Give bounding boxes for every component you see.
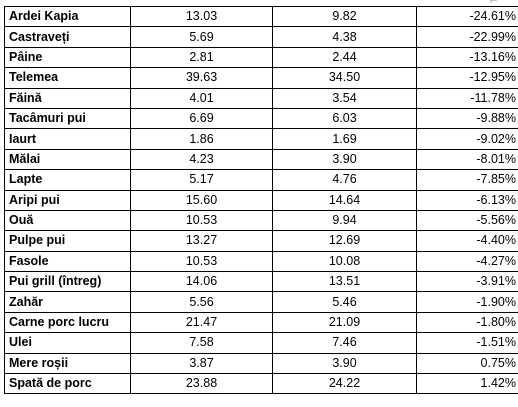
product-name-cell: Iaurt [4, 128, 131, 150]
table-row: Pâine 2.81 2.44 -13.16% [4, 46, 518, 69]
product-name-cell: Tacâmuri pui [4, 107, 131, 130]
table-row: Tacâmuri pui 6.69 6.03 -9.88% [4, 107, 518, 130]
product-name-cell: Castraveți [4, 26, 131, 48]
table-row: Pui grill (întreg) 14.06 13.51 -3.91% [4, 271, 518, 293]
percent-change-cell: -22.99% [416, 26, 518, 48]
price-old-cell: 15.60 [130, 189, 273, 211]
price-old-cell: 4.01 [130, 87, 273, 109]
product-name-cell: Ardei Kapia [4, 5, 131, 28]
price-new-cell: 3.90 [272, 148, 417, 171]
price-old-cell: 10.53 [130, 250, 273, 273]
price-old-cell: 21.47 [130, 311, 273, 334]
percent-change-cell: -6.13% [416, 189, 518, 211]
table-row: Castraveți 5.69 4.38 -22.99% [4, 26, 518, 48]
percent-change-cell: 0.75% [416, 352, 518, 375]
price-new-cell: 10.08 [272, 250, 417, 273]
percent-change-cell: -13.16% [416, 46, 518, 69]
price-old-cell: 14.06 [130, 271, 273, 293]
table-row: Spată de porc 23.88 24.22 1.42% [4, 373, 518, 395]
table-row: Aripi pui 15.60 14.64 -6.13% [4, 189, 518, 211]
price-new-cell: 1.69 [272, 128, 417, 150]
table-row: Carne porc lucru 21.47 21.09 -1.80% [4, 311, 518, 334]
percent-change-cell: -24.61% [416, 5, 518, 28]
price-new-cell: 12.69 [272, 230, 417, 252]
product-name-cell: Ouă [4, 209, 131, 232]
price-new-cell: 34.50 [272, 67, 417, 89]
price-table: Ardei Kapia 13.03 9.82 -24.61% Castraveți 5.6… [4, 5, 518, 395]
percent-change-cell: -1.90% [416, 291, 518, 313]
price-new-cell: 6.03 [272, 107, 417, 130]
table-row: Lapte 5.17 4.76 -7.85% [4, 169, 518, 191]
price-new-cell: 4.38 [272, 26, 417, 48]
percent-change-cell: -1.51% [416, 332, 518, 354]
product-name-cell: Ulei [4, 332, 131, 354]
price-old-cell: 3.87 [130, 352, 273, 375]
table-row: Mere roșii 3.87 3.90 0.75% [4, 352, 518, 375]
price-old-cell: 5.17 [130, 169, 273, 191]
price-old-cell: 5.69 [130, 26, 273, 48]
percent-change-cell: -4.40% [416, 230, 518, 252]
table-row: Făină 4.01 3.54 -11.78% [4, 87, 518, 109]
product-name-cell: Telemea [4, 67, 131, 89]
price-old-cell: 39.63 [130, 67, 273, 89]
product-name-cell: Mere roșii [4, 352, 131, 375]
product-name-cell: Aripi pui [4, 189, 131, 211]
price-new-cell: 9.94 [272, 209, 417, 232]
price-new-cell: 21.09 [272, 311, 417, 334]
product-name-cell: Mălai [4, 148, 131, 171]
percent-change-cell: -8.01% [416, 148, 518, 171]
price-old-cell: 13.27 [130, 230, 273, 252]
price-new-cell: 24.22 [272, 373, 417, 395]
price-new-cell: 5.46 [272, 291, 417, 313]
price-old-cell: 6.69 [130, 107, 273, 130]
table-row: Mălai 4.23 3.90 -8.01% [4, 148, 518, 171]
percent-change-cell: -4.27% [416, 250, 518, 273]
product-name-cell: Făină [4, 87, 131, 109]
table-row: Iaurt 1.86 1.69 -9.02% [4, 128, 518, 150]
table-row: Telemea 39.63 34.50 -12.95% [4, 67, 518, 89]
price-new-cell: 2.44 [272, 46, 417, 69]
table-row: Zahăr 5.56 5.46 -1.90% [4, 291, 518, 313]
product-name-cell: Spată de porc [4, 373, 131, 395]
price-old-cell: 10.53 [130, 209, 273, 232]
percent-change-cell: -11.78% [416, 87, 518, 109]
percent-change-cell: -9.88% [416, 107, 518, 130]
product-name-cell: Fasole [4, 250, 131, 273]
percent-change-cell: -5.56% [416, 209, 518, 232]
price-old-cell: 23.88 [130, 373, 273, 395]
table-row: Ouă 10.53 9.94 -5.56% [4, 209, 518, 232]
percent-change-cell: -12.95% [416, 67, 518, 89]
table-row: Fasole 10.53 10.08 -4.27% [4, 250, 518, 273]
price-old-cell: 7.58 [130, 332, 273, 354]
percent-change-cell: -1.80% [416, 311, 518, 334]
price-old-cell: 13.03 [130, 5, 273, 28]
price-table-body: Ardei Kapia 13.03 9.82 -24.61% Castraveți 5.6… [4, 5, 518, 395]
price-new-cell: 3.90 [272, 352, 417, 375]
table-row: Pulpe pui 13.27 12.69 -4.40% [4, 230, 518, 252]
product-name-cell: Pulpe pui [4, 230, 131, 252]
price-old-cell: 1.86 [130, 128, 273, 150]
price-old-cell: 2.81 [130, 46, 273, 69]
price-new-cell: 9.82 [272, 5, 417, 28]
percent-change-cell: -3.91% [416, 271, 518, 293]
price-new-cell: 3.54 [272, 87, 417, 109]
price-new-cell: 13.51 [272, 271, 417, 293]
product-name-cell: Lapte [4, 169, 131, 191]
corner-mark: ⌐ [489, 0, 498, 7]
product-name-cell: Carne porc lucru [4, 311, 131, 334]
percent-change-cell: -9.02% [416, 128, 518, 150]
product-name-cell: Pui grill (întreg) [4, 271, 131, 293]
price-new-cell: 14.64 [272, 189, 417, 211]
product-name-cell: Zahăr [4, 291, 131, 313]
percent-change-cell: 1.42% [416, 373, 518, 395]
product-name-cell: Pâine [4, 46, 131, 69]
price-old-cell: 5.56 [130, 291, 273, 313]
price-new-cell: 7.46 [272, 332, 417, 354]
price-old-cell: 4.23 [130, 148, 273, 171]
table-row: Ulei 7.58 7.46 -1.51% [4, 332, 518, 354]
price-new-cell: 4.76 [272, 169, 417, 191]
table-row: Ardei Kapia 13.03 9.82 -24.61% [4, 5, 518, 28]
percent-change-cell: -7.85% [416, 169, 518, 191]
